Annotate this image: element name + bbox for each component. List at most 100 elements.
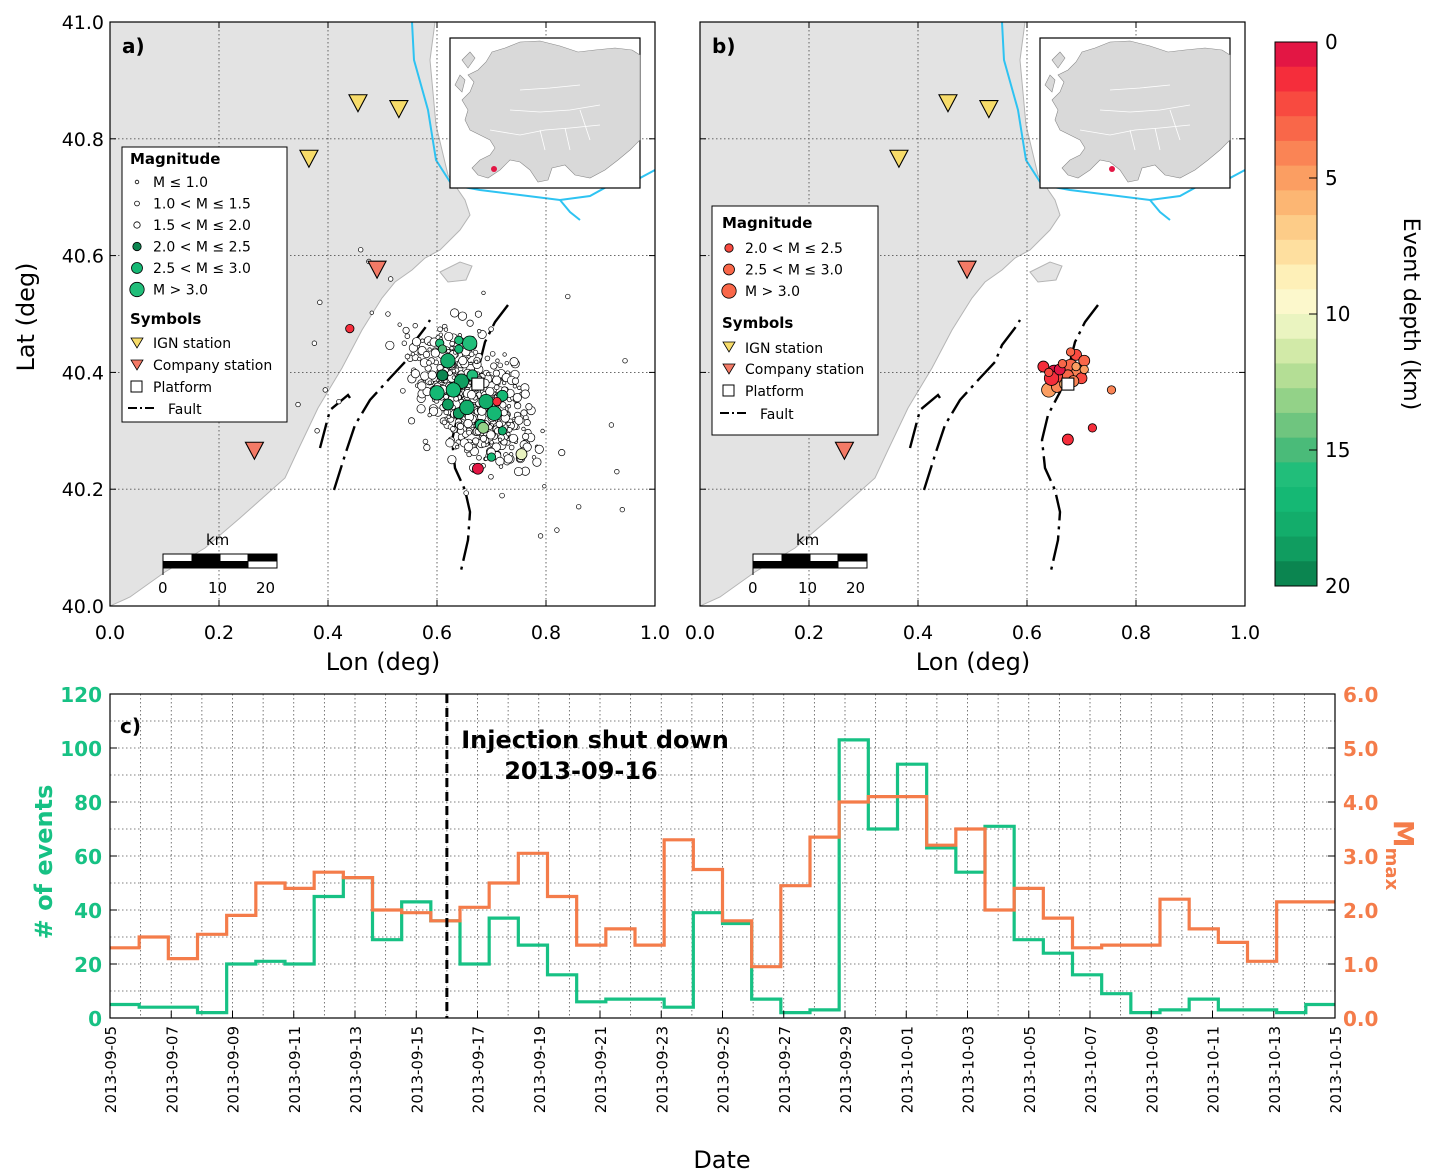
background-event <box>506 404 512 409</box>
background-event <box>456 422 464 430</box>
background-event <box>490 362 498 370</box>
background-event <box>404 353 411 360</box>
background-event <box>420 371 430 381</box>
colorbar-bin <box>1275 412 1317 439</box>
background-event <box>497 437 503 442</box>
x-tick-label: 2013-10-09 <box>1143 1026 1161 1113</box>
background-event <box>455 444 460 450</box>
background-event <box>426 360 432 366</box>
background-event <box>495 456 505 466</box>
map-panel-b: b) Magnitude Symbols IGN station Company… <box>685 21 1260 676</box>
background-event <box>400 388 406 394</box>
event-marker <box>454 335 464 345</box>
background-event <box>495 358 500 363</box>
background-event <box>520 389 530 399</box>
background-event <box>499 492 505 499</box>
background-event <box>504 360 509 366</box>
legend-a-fault: Fault <box>168 402 202 418</box>
colorbar-bin <box>1275 363 1317 389</box>
event-marker <box>437 344 448 354</box>
colorbar-label: Event depth (km) <box>1398 218 1423 410</box>
colorbar-bin <box>1275 388 1317 414</box>
background-event <box>521 426 526 432</box>
event-marker <box>345 323 355 334</box>
company-station-marker <box>244 441 265 461</box>
background-event <box>441 419 448 426</box>
background-event <box>506 431 511 437</box>
background-event <box>410 351 416 357</box>
colorbar-bin <box>1275 511 1317 538</box>
x-tick-label: 0.4 <box>313 622 343 644</box>
background-event <box>540 428 545 434</box>
panel-label-b: b) <box>712 34 735 58</box>
colorbar-bin <box>1275 314 1317 340</box>
x-tick-label: 2013-10-01 <box>898 1026 916 1113</box>
background-event <box>500 409 508 417</box>
scale-b-km: km <box>796 531 819 549</box>
background-event <box>466 319 474 327</box>
y-tick-label: 60 <box>74 845 102 869</box>
background-event <box>317 299 323 305</box>
background-event <box>417 381 427 391</box>
island <box>1029 261 1063 283</box>
legend-magnitude-marker <box>132 241 142 252</box>
platform-marker <box>471 377 485 391</box>
map-panel-a: a) Magnitude Symbols IGN station Company… <box>12 12 670 676</box>
background-event <box>402 326 410 334</box>
scale-b-tick-20: 20 <box>846 579 865 597</box>
background-event <box>486 371 491 377</box>
europe-inset-a <box>449 37 641 189</box>
background-event <box>397 322 402 327</box>
company-station-marker <box>834 441 855 461</box>
background-event <box>404 333 411 339</box>
colorbar-bin <box>1275 487 1317 513</box>
background-event <box>428 406 439 416</box>
scale-b-tick-0: 0 <box>748 579 758 597</box>
background-event <box>427 347 432 352</box>
background-event <box>488 474 494 480</box>
x-tick-label: 2013-10-05 <box>1021 1026 1039 1113</box>
background-event <box>542 484 547 489</box>
background-event <box>446 349 451 354</box>
scale-bar-a: km 0 10 20 <box>158 531 278 597</box>
axes-a: 0.0 0.2 0.4 0.6 0.8 1.0 40.0 40.2 40.4 40.6 40.8 41… <box>62 12 670 644</box>
event-marker <box>497 426 507 436</box>
background-event <box>443 394 449 400</box>
event-marker <box>436 369 449 382</box>
background-event <box>464 442 474 452</box>
x-tick-label: 1.0 <box>1230 622 1260 644</box>
y-tick-label-right: 4.0 <box>1343 791 1378 815</box>
y-axis-label-events: # of events <box>30 785 58 940</box>
y-tick-label-right: 0.0 <box>1343 1007 1378 1031</box>
svg-text:Mmax: Mmax <box>1381 820 1420 891</box>
background-event <box>427 412 432 418</box>
event-marker <box>486 405 502 421</box>
x-tick-label: 0.6 <box>422 622 452 644</box>
background-event <box>417 356 422 362</box>
axes-c: 0 20 40 60 80 100 120 0.0 1.0 2.0 3.0 4.0 5.0 6.0 2013… <box>60 683 1378 1113</box>
background-event <box>457 311 468 321</box>
background-event <box>537 533 544 539</box>
event-marker <box>471 462 484 475</box>
y-tick-label: 40.0 <box>62 596 104 618</box>
colorbar-bin <box>1275 215 1317 241</box>
background-event <box>497 362 503 369</box>
legend-magnitude-marker <box>721 283 737 299</box>
events-count-series <box>110 738 1335 1015</box>
background-event <box>512 393 522 403</box>
river-branch <box>1149 199 1171 221</box>
background-event <box>427 380 432 385</box>
background-event <box>488 326 494 332</box>
event-marker <box>459 399 475 416</box>
x-tick-label: 2013-10-11 <box>1205 1026 1223 1113</box>
ign-station-marker <box>299 149 319 169</box>
background-event <box>467 390 477 400</box>
colorbar-tick-label: 15 <box>1325 438 1350 462</box>
background-event <box>511 377 520 385</box>
colorbar-bin <box>1275 264 1317 290</box>
map-b-frame <box>699 21 1246 607</box>
background-event <box>608 422 615 428</box>
background-event <box>489 351 496 357</box>
background-event <box>508 433 518 443</box>
x-tick-label: 2013-09-17 <box>470 1026 488 1113</box>
